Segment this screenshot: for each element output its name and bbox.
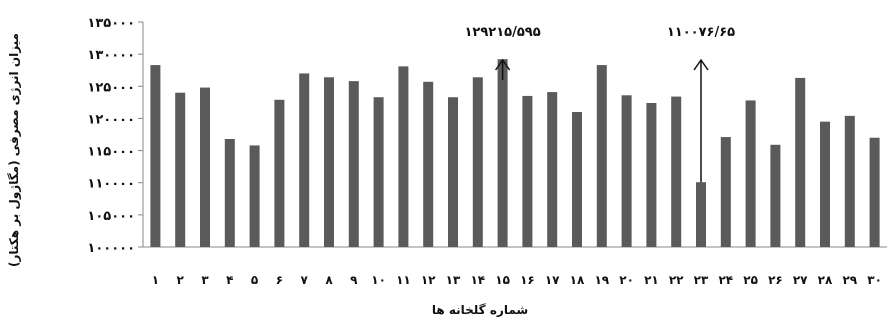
bar: [671, 96, 682, 247]
bar: [720, 137, 731, 247]
annotation-label: ۱۲۹۲۱۵/۵۹۵: [465, 25, 541, 40]
y-tick-label: ۱۱۵۰۰۰: [87, 145, 135, 160]
x-axis-ticks: ۱ ۲ ۳ ۴ ۵ ۶ ۷ ۸ ۹ ۱۰ ۱۱ ۱۲ ۱۳ ۱۴ ۱۵ ۱۶ ۱۷ ۱۸ ۱۹ ۲۰ ۲۱ ۲۲ ۲۳ ۲۴ ۲…: [152, 273, 882, 287]
y-tick-label: ۱۳۵۰۰۰: [87, 16, 135, 31]
annotations: ۱۲۹۲۱۵/۵۹۵ ۱۱۰۰۷۶/۶۵: [465, 25, 735, 183]
bar: [646, 103, 657, 247]
x-tick-label: ۲۴: [718, 273, 733, 287]
x-tick-label: ۲۶: [768, 273, 783, 287]
bar: [745, 100, 756, 247]
y-tick-label: ۱۳۰۰۰۰: [87, 48, 135, 63]
x-tick-label: ۱۱: [396, 273, 411, 287]
x-tick-label: ۶: [276, 273, 283, 287]
bar: [373, 97, 384, 247]
x-tick-label: ۱۶: [520, 273, 535, 287]
bar: [324, 77, 334, 248]
y-axis-title: میزان انرژی مصرفی (مگاژول بر هکتار): [7, 33, 22, 267]
x-tick-label: ۱۴: [470, 273, 485, 287]
x-tick-label: ۳: [201, 273, 209, 287]
x-tick-label: ۲۵: [743, 273, 758, 287]
bar: [869, 137, 880, 247]
x-tick-label: ۱۰: [371, 273, 386, 287]
x-tick-label: ۳۰: [867, 273, 882, 287]
bar: [150, 65, 161, 247]
bar: [448, 97, 458, 247]
x-tick-label: ۴: [226, 273, 233, 287]
x-tick-label: ۷: [301, 273, 309, 287]
bars: [150, 59, 880, 248]
x-tick-label: ۱۹: [594, 273, 609, 287]
bar: [621, 95, 632, 248]
x-tick-label: ۲۹: [842, 273, 857, 287]
bar: [497, 59, 508, 248]
x-tick-label: ۲۰: [619, 273, 634, 287]
y-tick-label: ۱۰۰۰۰۰: [87, 241, 135, 256]
annotation-arrowhead: [693, 58, 709, 71]
y-axis-ticks: ۱۰۰۰۰۰ ۱۰۵۰۰۰ ۱۱۰۰۰۰ ۱۱۵۰۰۰ ۱۲۰۰۰۰ ۱۲۵۰۰۰ ۱۳۰۰…: [87, 16, 143, 256]
x-tick-label: ۲۸: [818, 273, 833, 287]
y-tick-label: ۱۰۵۰۰۰: [87, 209, 135, 224]
bar: [200, 87, 210, 247]
x-tick-label: ۲۱: [644, 273, 659, 287]
y-axis-title-group: میزان انرژی مصرفی (مگاژول بر هکتار): [7, 33, 22, 267]
x-tick-label: ۸: [325, 273, 333, 287]
x-tick-label: ۲۲: [669, 273, 684, 287]
bar: [522, 95, 533, 247]
bar: [844, 115, 855, 247]
x-tick-label: ۱۳: [446, 273, 461, 287]
x-tick-label: ۱۵: [495, 273, 510, 287]
x-tick-label: ۱۸: [570, 273, 585, 287]
bar: [547, 92, 558, 247]
x-tick-label: ۹: [350, 273, 358, 287]
bar: [175, 92, 186, 247]
x-tick-label: ۲۳: [694, 273, 709, 287]
axes: [142, 22, 887, 248]
bar: [770, 144, 781, 247]
y-tick-label: ۱۲۵۰۰۰: [87, 80, 135, 95]
x-tick-label: ۱۷: [545, 273, 560, 287]
x-tick-label: ۵: [251, 273, 258, 287]
x-tick-label: ۱: [152, 273, 159, 287]
bar: [472, 77, 483, 248]
bar: [596, 65, 607, 247]
bar: [299, 73, 310, 247]
bar: [423, 81, 434, 248]
bar: [795, 77, 806, 247]
x-axis-title: شماره گلخانه ها: [432, 303, 528, 317]
bar: [820, 121, 830, 247]
annotation-label: ۱۱۰۰۷۶/۶۵: [667, 25, 735, 40]
bar: [572, 112, 582, 247]
bar: [249, 145, 260, 247]
bar: [224, 139, 235, 247]
y-tick-label: ۱۲۰۰۰۰: [87, 112, 135, 127]
bar: [696, 182, 706, 247]
x-tick-label: ۲: [177, 273, 185, 287]
x-tick-label: ۱۲: [421, 273, 436, 287]
bar: [398, 66, 409, 247]
annotation-arrowhead: [494, 58, 511, 71]
y-tick-label: ۱۱۰۰۰۰: [87, 177, 135, 192]
bar: [348, 81, 359, 248]
bar: [274, 99, 285, 248]
x-tick-label: ۲۷: [793, 273, 808, 287]
